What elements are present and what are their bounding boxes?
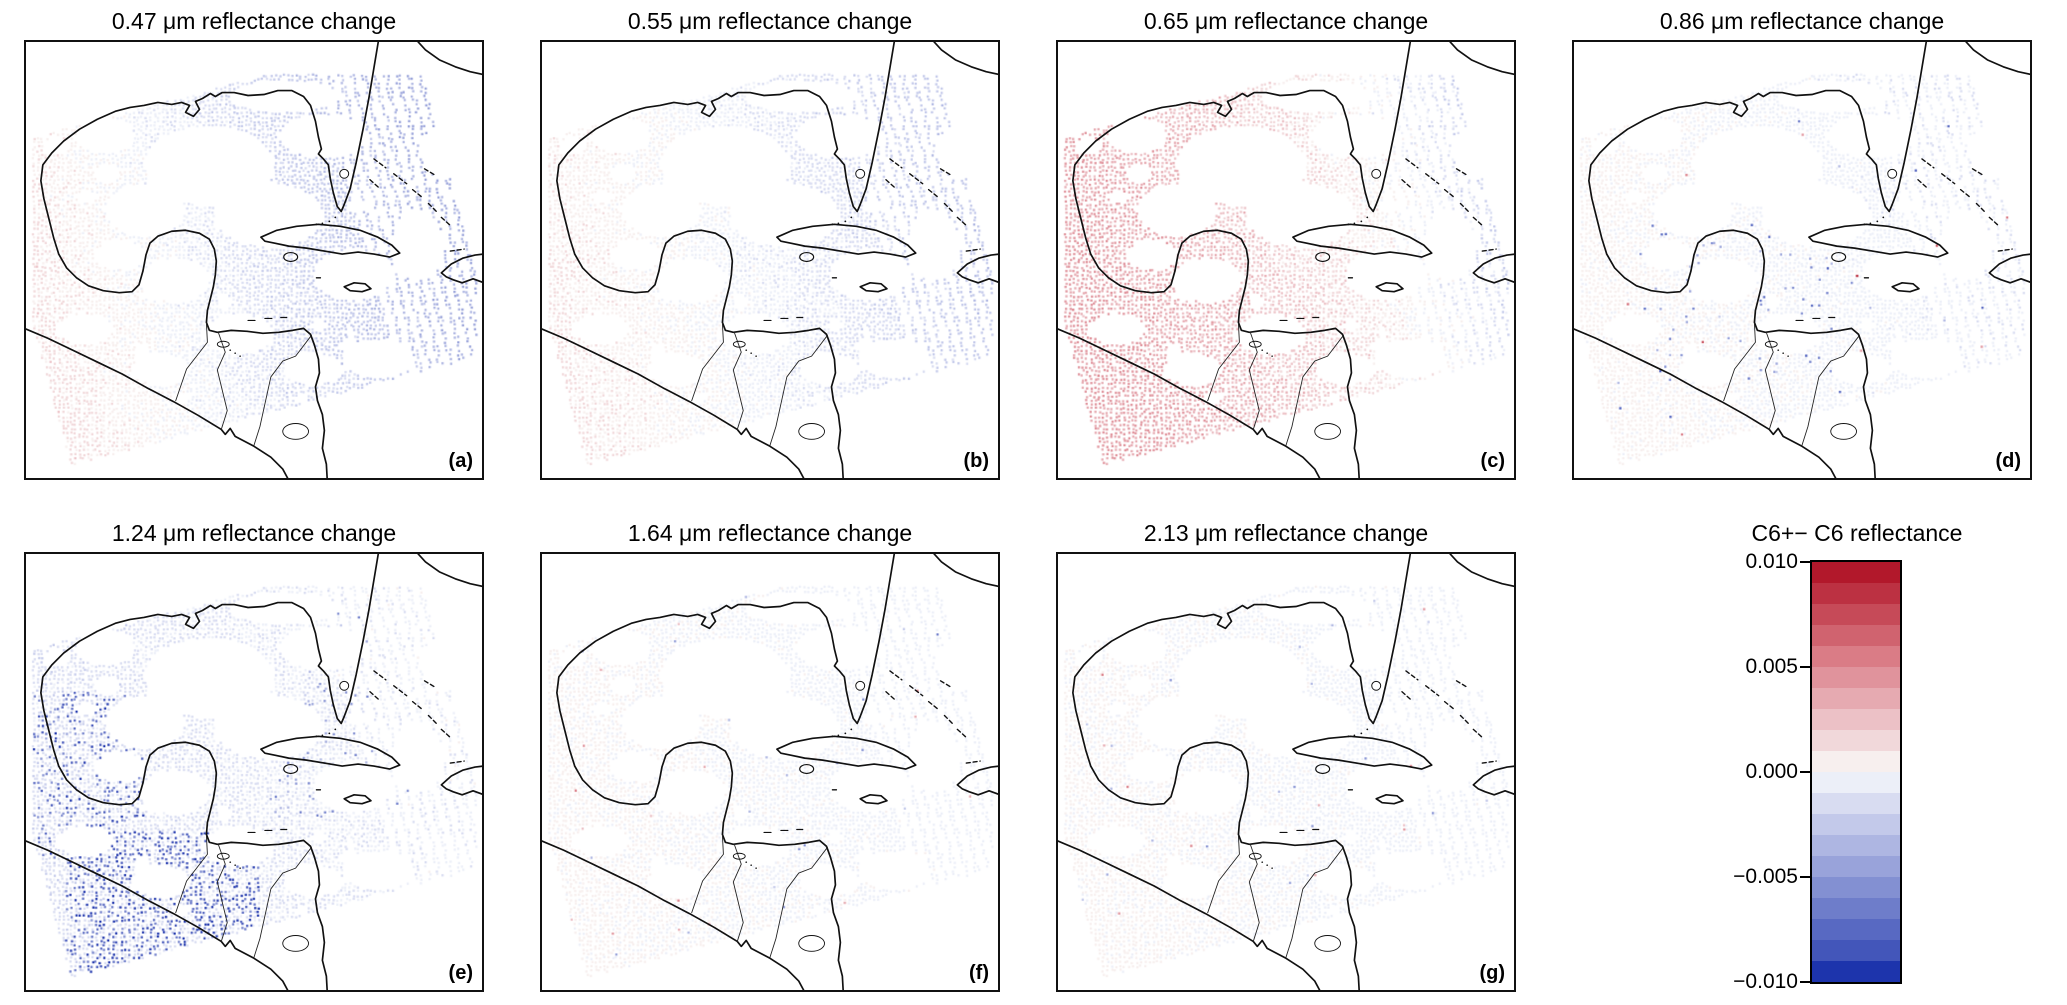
colorbar-tick xyxy=(1800,771,1810,773)
reflectance-dots-canvas xyxy=(26,554,482,990)
colorbar-tick xyxy=(1800,561,1810,563)
reflectance-dots-canvas xyxy=(26,42,482,478)
map-panel-g: 2.13 μm reflectance change (g) xyxy=(1056,518,1516,992)
colorbar-body: 0.010 0.005 0.000 −0.005 −0.010 xyxy=(1572,550,2032,993)
colorbar-panel: C6+− C6 reflectance 0.010 0.005 0.000 −0… xyxy=(1572,518,2032,993)
map-panel-a: 0.47 μm reflectance change (a) xyxy=(24,6,484,480)
panel-title: 0.55 μm reflectance change xyxy=(627,8,913,34)
panel-title: 1.24 μm reflectance change xyxy=(111,520,397,546)
colorbar-tick xyxy=(1800,981,1810,983)
map-area: (f) xyxy=(540,552,1000,992)
colorbar-title: C6+− C6 reflectance xyxy=(1751,520,1963,546)
colorbar-tick-label: 0.000 xyxy=(1745,760,1798,783)
colorbar-tick-label: −0.005 xyxy=(1733,865,1798,888)
panel-label: (g) xyxy=(1479,962,1505,984)
map-area: (a) xyxy=(24,40,484,480)
map-panel-e: 1.24 μm reflectance change (e) xyxy=(24,518,484,992)
panel-title: 2.13 μm reflectance change xyxy=(1143,520,1429,546)
map-area: (g) xyxy=(1056,552,1516,992)
panel-label: (e) xyxy=(448,962,473,984)
colorbar-tick-label: −0.010 xyxy=(1733,970,1798,993)
panel-title: 1.64 μm reflectance change xyxy=(627,520,913,546)
panel-label: (b) xyxy=(963,450,989,472)
reflectance-dots-canvas xyxy=(1058,42,1514,478)
colorbar-tick xyxy=(1800,666,1810,668)
panel-label: (d) xyxy=(1995,450,2021,472)
reflectance-dots-canvas xyxy=(1574,42,2030,478)
panel-label: (c) xyxy=(1480,450,1505,472)
map-area: (d) xyxy=(1572,40,2032,480)
map-area: (c) xyxy=(1056,40,1516,480)
panel-title: 0.65 μm reflectance change xyxy=(1143,8,1429,34)
reflectance-dots-canvas xyxy=(1058,554,1514,990)
reflectance-dots-canvas xyxy=(542,42,998,478)
panel-label: (f) xyxy=(969,962,989,984)
map-panel-c: 0.65 μm reflectance change (c) xyxy=(1056,6,1516,480)
colorbar xyxy=(1810,560,1902,984)
colorbar-tick xyxy=(1800,876,1810,878)
panel-title: 0.47 μm reflectance change xyxy=(111,8,397,34)
map-area: (e) xyxy=(24,552,484,992)
panel-grid: 0.47 μm reflectance change (a) 0.55 μm r… xyxy=(24,6,2032,993)
panel-label: (a) xyxy=(448,450,473,472)
map-panel-f: 1.64 μm reflectance change (f) xyxy=(540,518,1000,992)
colorbar-tick-label: 0.010 xyxy=(1745,550,1798,573)
panel-title: 0.86 μm reflectance change xyxy=(1659,8,1945,34)
map-area: (b) xyxy=(540,40,1000,480)
colorbar-tick-label: 0.005 xyxy=(1745,655,1798,678)
map-panel-d: 0.86 μm reflectance change (d) xyxy=(1572,6,2032,480)
map-panel-b: 0.55 μm reflectance change (b) xyxy=(540,6,1000,480)
reflectance-dots-canvas xyxy=(542,554,998,990)
